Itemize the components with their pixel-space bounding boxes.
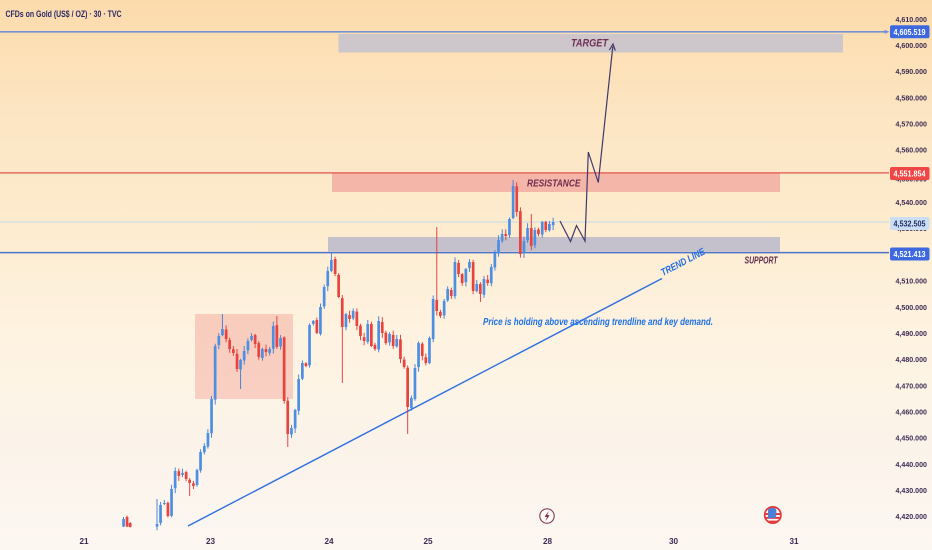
svg-text:4,605.519: 4,605.519	[894, 28, 926, 37]
svg-text:RESISTANCE: RESISTANCE	[527, 178, 581, 190]
svg-text:4,440.000: 4,440.000	[896, 460, 928, 469]
svg-text:CFDs on Gold (US$ / OZ) · 30 ·: CFDs on Gold (US$ / OZ) · 30 · TVC	[6, 9, 122, 20]
svg-text:Price is holding above ascendi: Price is holding above ascending trendli…	[483, 317, 713, 328]
svg-text:4,470.000: 4,470.000	[896, 381, 928, 390]
svg-text:4,610.000: 4,610.000	[896, 15, 928, 24]
svg-text:TARGET: TARGET	[571, 38, 609, 50]
svg-text:4,560.000: 4,560.000	[896, 146, 928, 155]
svg-text:28: 28	[543, 537, 553, 546]
svg-text:4,460.000: 4,460.000	[896, 408, 928, 417]
svg-text:4,450.000: 4,450.000	[896, 434, 928, 443]
svg-text:4,430.000: 4,430.000	[896, 486, 928, 495]
svg-text:24: 24	[324, 537, 334, 546]
svg-text:31: 31	[789, 537, 799, 546]
svg-text:4,532.505: 4,532.505	[894, 220, 926, 229]
svg-text:4,510.000: 4,510.000	[896, 277, 928, 286]
svg-text:4,420.000: 4,420.000	[896, 512, 928, 521]
svg-text:4,580.000: 4,580.000	[896, 93, 928, 102]
svg-text:4,540.000: 4,540.000	[896, 198, 928, 207]
svg-text:4,570.000: 4,570.000	[896, 120, 928, 129]
svg-text:21: 21	[79, 537, 89, 546]
svg-text:4,480.000: 4,480.000	[896, 355, 928, 364]
svg-text:4,600.000: 4,600.000	[896, 41, 928, 50]
svg-text:4,490.000: 4,490.000	[896, 329, 928, 338]
svg-text:4,500.000: 4,500.000	[896, 303, 928, 312]
svg-text:4,590.000: 4,590.000	[896, 67, 928, 76]
svg-text:SUPPORT: SUPPORT	[745, 256, 779, 267]
svg-text:4,521.413: 4,521.413	[894, 250, 926, 259]
svg-text:30: 30	[669, 537, 679, 546]
svg-text:23: 23	[206, 537, 216, 546]
svg-text:4,551.854: 4,551.854	[894, 170, 926, 179]
svg-text:25: 25	[423, 537, 433, 546]
